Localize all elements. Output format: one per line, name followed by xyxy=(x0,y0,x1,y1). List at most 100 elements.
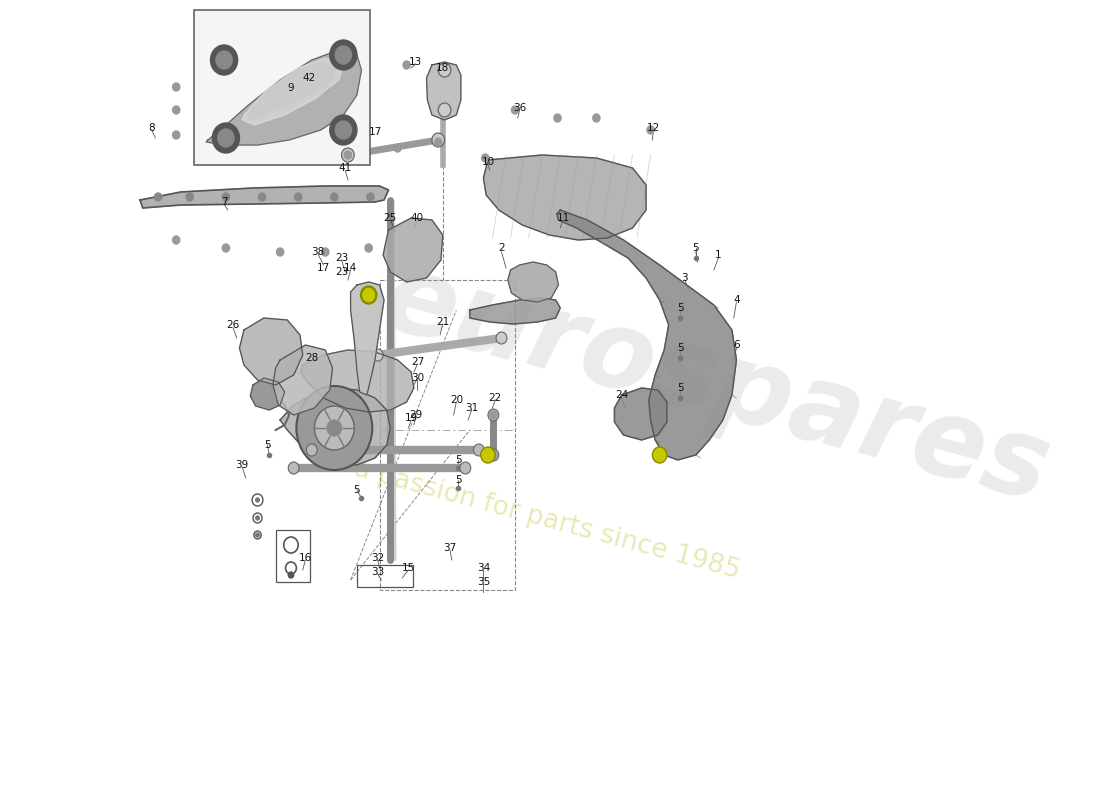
Circle shape xyxy=(336,46,352,64)
Circle shape xyxy=(295,193,301,201)
Circle shape xyxy=(481,447,495,463)
Polygon shape xyxy=(206,50,362,145)
Text: 41: 41 xyxy=(339,163,352,173)
Circle shape xyxy=(288,572,294,578)
Circle shape xyxy=(216,51,232,69)
Text: 36: 36 xyxy=(513,103,526,113)
Circle shape xyxy=(394,144,402,152)
Circle shape xyxy=(512,106,519,114)
Text: 10: 10 xyxy=(482,157,495,167)
Polygon shape xyxy=(301,350,414,412)
Text: 37: 37 xyxy=(443,543,456,553)
Circle shape xyxy=(173,131,179,139)
Polygon shape xyxy=(470,298,560,324)
Circle shape xyxy=(342,148,354,162)
Text: 39: 39 xyxy=(235,460,249,470)
Polygon shape xyxy=(249,62,337,120)
Circle shape xyxy=(438,103,451,117)
Text: 5: 5 xyxy=(678,383,684,393)
Text: 6: 6 xyxy=(733,340,740,350)
Text: 1: 1 xyxy=(715,250,722,260)
Text: 5: 5 xyxy=(678,343,684,353)
Text: a passion for parts since 1985: a passion for parts since 1985 xyxy=(351,456,742,584)
Text: 31: 31 xyxy=(465,403,478,413)
Text: 33: 33 xyxy=(371,567,384,577)
Circle shape xyxy=(276,248,284,256)
Bar xyxy=(195,10,371,165)
Circle shape xyxy=(186,193,194,201)
Circle shape xyxy=(173,236,179,244)
Circle shape xyxy=(432,133,444,147)
Bar xyxy=(356,565,412,587)
Circle shape xyxy=(154,193,162,201)
Text: 5: 5 xyxy=(353,485,360,495)
Bar xyxy=(379,280,515,590)
Polygon shape xyxy=(387,200,396,560)
Text: 5: 5 xyxy=(454,455,461,465)
Text: 5: 5 xyxy=(678,303,684,313)
Circle shape xyxy=(438,63,451,77)
Text: 18: 18 xyxy=(436,63,450,73)
Circle shape xyxy=(330,40,356,70)
Circle shape xyxy=(652,447,667,463)
Text: 14: 14 xyxy=(344,263,358,273)
Circle shape xyxy=(344,151,352,159)
Text: 13: 13 xyxy=(409,57,422,67)
Circle shape xyxy=(288,462,299,474)
Text: 38: 38 xyxy=(311,247,324,257)
Circle shape xyxy=(258,193,266,201)
Text: 28: 28 xyxy=(305,353,318,363)
Circle shape xyxy=(554,114,561,122)
Text: 40: 40 xyxy=(411,213,424,223)
Bar xyxy=(276,530,310,582)
Circle shape xyxy=(488,409,498,421)
Polygon shape xyxy=(273,345,332,415)
Circle shape xyxy=(403,61,410,69)
Text: 5: 5 xyxy=(693,243,700,253)
Polygon shape xyxy=(351,282,384,395)
Text: 9: 9 xyxy=(288,83,295,93)
Circle shape xyxy=(173,83,179,91)
Text: 34: 34 xyxy=(476,563,491,573)
Text: 24: 24 xyxy=(615,390,628,400)
Polygon shape xyxy=(280,388,390,465)
Text: 21: 21 xyxy=(436,317,450,327)
Circle shape xyxy=(362,287,376,303)
Text: 22: 22 xyxy=(488,393,502,403)
Circle shape xyxy=(367,193,374,201)
Text: 29: 29 xyxy=(409,410,422,420)
Circle shape xyxy=(490,411,497,419)
Circle shape xyxy=(315,406,354,450)
Text: 23: 23 xyxy=(334,267,349,277)
Text: 17: 17 xyxy=(317,263,330,273)
Circle shape xyxy=(482,154,488,162)
Text: 17: 17 xyxy=(368,127,382,137)
Circle shape xyxy=(496,332,507,344)
Circle shape xyxy=(255,516,260,520)
Circle shape xyxy=(434,138,442,146)
Circle shape xyxy=(473,444,484,456)
Text: 23: 23 xyxy=(334,253,349,263)
Circle shape xyxy=(321,84,329,92)
Polygon shape xyxy=(383,218,443,282)
Circle shape xyxy=(365,244,372,252)
Polygon shape xyxy=(427,62,461,120)
Text: 11: 11 xyxy=(557,213,570,223)
Polygon shape xyxy=(483,155,646,240)
Circle shape xyxy=(593,114,600,122)
Circle shape xyxy=(173,106,179,114)
Text: 2: 2 xyxy=(498,243,505,253)
Circle shape xyxy=(255,498,260,502)
Text: 8: 8 xyxy=(148,123,155,133)
Text: 5: 5 xyxy=(264,440,271,450)
Circle shape xyxy=(306,444,317,456)
Circle shape xyxy=(460,462,471,474)
Text: 16: 16 xyxy=(299,553,312,563)
Circle shape xyxy=(330,115,356,145)
Text: 30: 30 xyxy=(411,373,424,383)
Circle shape xyxy=(321,66,329,74)
Text: 27: 27 xyxy=(410,357,425,367)
Text: 19: 19 xyxy=(405,413,418,423)
Text: 7: 7 xyxy=(221,197,228,207)
Polygon shape xyxy=(240,318,303,385)
